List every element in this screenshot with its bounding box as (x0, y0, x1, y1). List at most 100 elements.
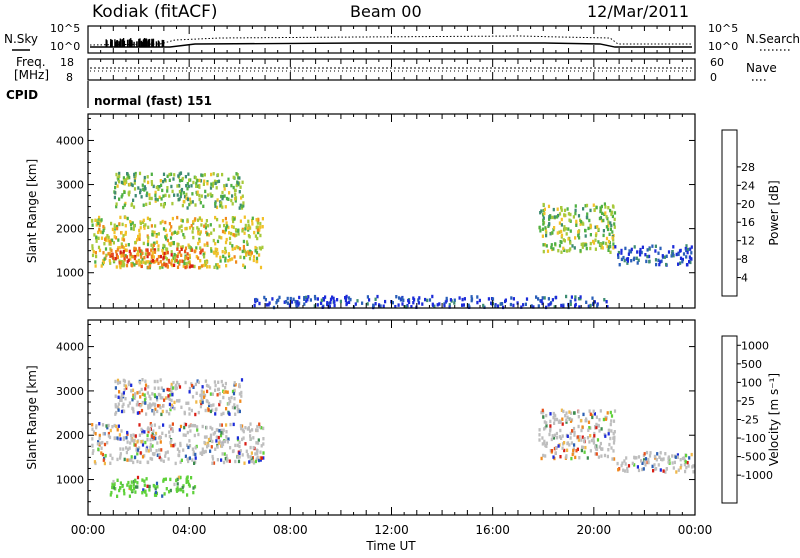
range-cell (159, 393, 162, 397)
range-cell (296, 300, 299, 304)
range-cell (637, 258, 640, 262)
range-cell (537, 297, 540, 301)
range-cell (217, 387, 220, 392)
range-cell (213, 265, 216, 269)
range-cell (683, 456, 686, 460)
range-cell (212, 432, 215, 436)
range-cell (102, 251, 105, 255)
range-cell (214, 408, 217, 412)
range-cell (558, 212, 562, 216)
range-cell (142, 218, 145, 223)
range-cell (604, 205, 607, 209)
range-cell (242, 436, 245, 440)
range-cell (228, 236, 232, 241)
range-cell (681, 260, 684, 264)
range-cell (193, 264, 196, 269)
range-cell (580, 418, 583, 423)
range-cell (169, 393, 172, 397)
noise-left-tick-bottom: 10^0 (50, 40, 80, 53)
range-cell (184, 265, 187, 270)
range-cell (107, 431, 110, 436)
range-cell (238, 440, 241, 444)
range-cell (382, 304, 385, 308)
range-cell (254, 459, 257, 464)
range-cell (594, 452, 597, 456)
range-cell (118, 390, 121, 394)
range-cell (100, 264, 103, 268)
range-cell (257, 441, 260, 445)
range-cell (248, 249, 251, 253)
power-panel-frame (87, 113, 696, 309)
range-cell (234, 443, 237, 448)
range-cell (184, 175, 187, 179)
range-cell (552, 247, 555, 251)
range-cell (188, 424, 191, 429)
range-cell (658, 455, 661, 459)
range-cell (605, 241, 608, 246)
range-cell (138, 390, 141, 394)
range-cell (114, 181, 117, 185)
range-cell (217, 435, 220, 440)
range-cell (542, 209, 545, 213)
range-cell (173, 406, 176, 411)
range-cell (193, 249, 196, 254)
range-cell (214, 447, 217, 451)
range-cell (256, 455, 259, 460)
range-cell (548, 432, 551, 437)
range-cell (195, 400, 198, 404)
range-cell (130, 458, 133, 462)
range-cell (141, 455, 145, 459)
range-cell (570, 295, 573, 299)
range-cell (176, 486, 179, 490)
range-cell (162, 388, 165, 393)
range-cell (117, 246, 120, 250)
range-cell (398, 296, 401, 300)
range-cell (187, 256, 190, 261)
range-cell (190, 184, 193, 188)
range-cell (234, 459, 237, 464)
range-cell (560, 250, 563, 254)
range-cell (230, 198, 233, 203)
range-cell (651, 464, 654, 469)
range-cell (150, 259, 153, 263)
range-cell (622, 255, 625, 260)
range-cell (122, 488, 126, 493)
range-cell (243, 265, 246, 269)
range-cell (412, 301, 415, 305)
range-cell (143, 479, 146, 483)
range-cell (654, 258, 658, 262)
range-cell (570, 411, 573, 415)
range-cell (605, 215, 608, 219)
range-cell (581, 425, 584, 429)
range-cell (131, 388, 135, 392)
range-cell (549, 232, 552, 236)
range-cell (166, 450, 169, 454)
range-cell (583, 450, 586, 454)
range-cell (150, 182, 154, 187)
range-cell (157, 232, 160, 236)
range-cell (123, 492, 126, 496)
range-cell (203, 255, 206, 259)
range-cell (141, 220, 145, 224)
range-cell (140, 252, 143, 257)
range-cell (606, 411, 609, 415)
range-cell (290, 300, 294, 304)
range-cell (229, 422, 232, 427)
range-cell (206, 399, 209, 404)
range-cell (210, 172, 213, 177)
colorbar-tick-label: -1000 (741, 469, 773, 482)
range-cell (134, 392, 137, 396)
range-cell (153, 248, 156, 252)
range-cell (171, 427, 174, 431)
range-cell (610, 446, 613, 450)
range-cell (653, 463, 656, 467)
range-cell (170, 184, 173, 189)
range-cell (256, 221, 259, 225)
range-cell (590, 438, 594, 443)
range-cell (123, 181, 126, 186)
range-cell (112, 256, 115, 260)
range-cell (541, 234, 544, 238)
range-cell (164, 193, 167, 198)
range-cell (563, 441, 566, 445)
